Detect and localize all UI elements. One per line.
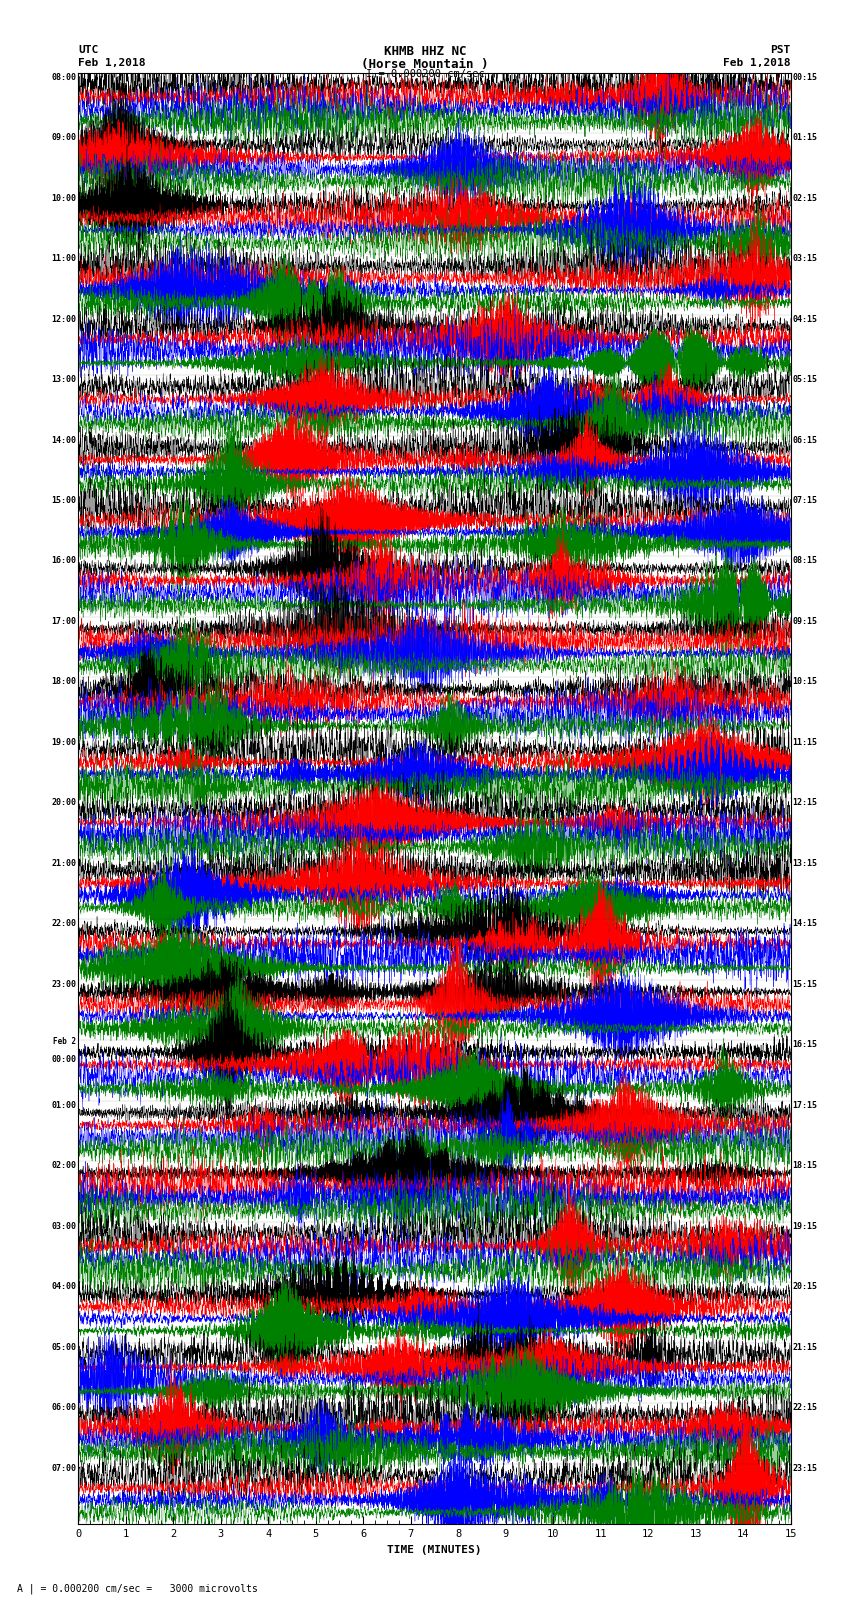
Text: 01:00: 01:00 (51, 1100, 76, 1110)
Text: 15:15: 15:15 (793, 979, 818, 989)
Text: 09:00: 09:00 (51, 134, 76, 142)
Text: 08:00: 08:00 (51, 73, 76, 82)
Text: 19:15: 19:15 (793, 1223, 818, 1231)
Text: 12:00: 12:00 (51, 315, 76, 324)
Text: 16:00: 16:00 (51, 556, 76, 566)
Text: 20:15: 20:15 (793, 1282, 818, 1292)
Text: 09:15: 09:15 (793, 618, 818, 626)
Text: 23:15: 23:15 (793, 1465, 818, 1473)
Text: Feb 1,2018: Feb 1,2018 (78, 58, 145, 68)
Text: I = 0.000200 cm/sec: I = 0.000200 cm/sec (366, 69, 484, 79)
Text: 06:15: 06:15 (793, 436, 818, 445)
Text: PST: PST (770, 45, 790, 55)
Text: 17:15: 17:15 (793, 1100, 818, 1110)
Text: 02:00: 02:00 (51, 1161, 76, 1171)
Text: 02:15: 02:15 (793, 194, 818, 203)
Text: 08:15: 08:15 (793, 556, 818, 566)
Text: 21:15: 21:15 (793, 1342, 818, 1352)
Text: 10:00: 10:00 (51, 194, 76, 203)
Text: 07:15: 07:15 (793, 497, 818, 505)
Text: 07:00: 07:00 (51, 1465, 76, 1473)
Text: (Horse Mountain ): (Horse Mountain ) (361, 58, 489, 71)
Text: 05:15: 05:15 (793, 376, 818, 384)
Text: 03:00: 03:00 (51, 1223, 76, 1231)
Text: UTC: UTC (78, 45, 99, 55)
Text: 12:15: 12:15 (793, 798, 818, 808)
Text: 23:00: 23:00 (51, 979, 76, 989)
Text: 15:00: 15:00 (51, 497, 76, 505)
Text: 22:00: 22:00 (51, 919, 76, 929)
Text: 04:00: 04:00 (51, 1282, 76, 1292)
Text: 19:00: 19:00 (51, 739, 76, 747)
X-axis label: TIME (MINUTES): TIME (MINUTES) (387, 1545, 482, 1555)
Text: 21:00: 21:00 (51, 858, 76, 868)
Text: 11:15: 11:15 (793, 739, 818, 747)
Text: 16:15: 16:15 (793, 1040, 818, 1050)
Text: 04:15: 04:15 (793, 315, 818, 324)
Text: 00:00: 00:00 (51, 1055, 76, 1065)
Text: 14:00: 14:00 (51, 436, 76, 445)
Text: 18:00: 18:00 (51, 677, 76, 687)
Text: 14:15: 14:15 (793, 919, 818, 929)
Text: 13:15: 13:15 (793, 858, 818, 868)
Text: 00:15: 00:15 (793, 73, 818, 82)
Text: 05:00: 05:00 (51, 1342, 76, 1352)
Text: 10:15: 10:15 (793, 677, 818, 687)
Text: Feb 1,2018: Feb 1,2018 (723, 58, 791, 68)
Text: 11:00: 11:00 (51, 255, 76, 263)
Text: 01:15: 01:15 (793, 134, 818, 142)
Text: 17:00: 17:00 (51, 618, 76, 626)
Text: 03:15: 03:15 (793, 255, 818, 263)
Text: 06:00: 06:00 (51, 1403, 76, 1413)
Text: 13:00: 13:00 (51, 376, 76, 384)
Text: A | = 0.000200 cm/sec =   3000 microvolts: A | = 0.000200 cm/sec = 3000 microvolts (17, 1582, 258, 1594)
Text: Feb 2: Feb 2 (53, 1037, 76, 1047)
Text: 22:15: 22:15 (793, 1403, 818, 1413)
Text: 20:00: 20:00 (51, 798, 76, 808)
Text: KHMB HHZ NC: KHMB HHZ NC (383, 45, 467, 58)
Text: 18:15: 18:15 (793, 1161, 818, 1171)
